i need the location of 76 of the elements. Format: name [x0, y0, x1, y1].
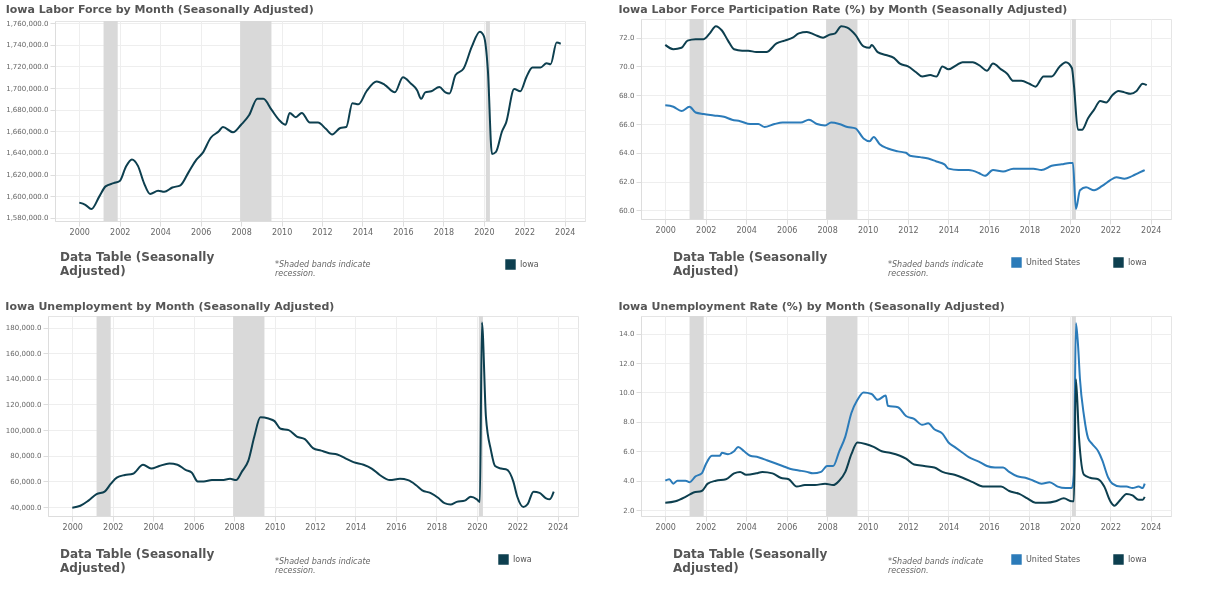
- x-tick-label: 2006: [776, 225, 798, 235]
- x-tick-label: 2000: [655, 522, 676, 532]
- x-tick-label: 2012: [312, 227, 333, 237]
- x-tick-label: 2024: [555, 227, 576, 237]
- x-tick-label: 2000: [69, 227, 90, 237]
- x-tick-label: 2022: [507, 522, 528, 532]
- line-series: [664, 378, 1146, 507]
- x-tick-label: 2024: [1141, 225, 1162, 235]
- x-tick-label: 2016: [393, 227, 414, 237]
- x-tick-label: 2016: [979, 225, 1000, 235]
- x-tick-label: 2022: [1100, 522, 1121, 532]
- x-tick-label: 2020: [1060, 225, 1081, 235]
- x-tick-label: 2022: [514, 227, 535, 237]
- x-tick-label: 2024: [548, 522, 569, 532]
- x-tick-label: 2020: [1060, 522, 1081, 532]
- x-tick-label: 2024: [1141, 522, 1162, 532]
- text: *Shaded bands indicate recession.: [888, 260, 985, 278]
- chart-title: Iowa Labor Force by Month (Seasonally Adjusted): [5, 3, 314, 17]
- x-tick-label: 2018: [1019, 225, 1041, 235]
- x-tick-label: 2008: [817, 522, 838, 532]
- x-tick-label: 2006: [190, 227, 212, 237]
- x-tick-label: 2002: [103, 522, 124, 532]
- x-tick-label: 2016: [979, 522, 1000, 532]
- x-tick-label: 2004: [736, 522, 757, 532]
- legend-label: Iowa: [520, 259, 539, 269]
- x-tick-label: 2000: [655, 225, 676, 235]
- x-tick-label: 2012: [305, 522, 326, 532]
- x-tick-label: 2014: [352, 227, 374, 237]
- x-tick-label: 2002: [696, 522, 717, 532]
- legend-label: United States: [1026, 554, 1081, 564]
- line-series: [664, 104, 1146, 210]
- legend-label: Iowa: [1128, 554, 1147, 564]
- line-series: [664, 25, 1148, 131]
- x-tick-label: 2014: [938, 225, 960, 235]
- x-tick-label: 2010: [857, 225, 879, 235]
- line-series: [664, 322, 1146, 490]
- x-tick-label: 2006: [183, 522, 205, 532]
- chart-title: Iowa Unemployment by Month (Seasonally Adjusted): [5, 300, 335, 313]
- x-tick-label: 2012: [898, 522, 919, 532]
- x-tick-label: 2014: [345, 522, 367, 532]
- x-tick-label: 2006: [776, 522, 798, 532]
- text: *Shaded bands indicate recession.: [275, 557, 372, 575]
- x-tick-label: 2018: [426, 522, 448, 532]
- x-tick-label: 2008: [231, 227, 252, 237]
- line-series: [78, 30, 562, 211]
- x-tick-label: 2004: [736, 225, 757, 235]
- x-tick-label: 2014: [938, 522, 960, 532]
- legend-label: United States: [1026, 257, 1081, 267]
- x-tick-label: 2010: [264, 522, 286, 532]
- x-tick-label: 2002: [696, 225, 717, 235]
- text: Data Table (Seasonally Adjusted): [673, 250, 829, 278]
- x-tick-label: 2020: [467, 522, 488, 532]
- legend-label: Iowa: [1128, 257, 1147, 267]
- x-tick-label: 2016: [386, 522, 407, 532]
- x-tick-label: 2018: [1019, 522, 1041, 532]
- chart-title: Iowa Unemployment Rate (%) by Month (Seasonally Adjusted): [618, 300, 1005, 313]
- x-tick-label: 2012: [898, 225, 919, 235]
- text: Data Table (Seasonally Adjusted): [673, 547, 829, 575]
- x-tick-label: 2008: [817, 225, 838, 235]
- x-tick-label: 2020: [474, 227, 495, 237]
- x-tick-label: 2002: [110, 227, 131, 237]
- x-tick-label: 2004: [143, 522, 164, 532]
- x-tick-label: 2022: [1100, 225, 1121, 235]
- x-tick-label: 2018: [433, 227, 455, 237]
- x-tick-label: 2000: [62, 522, 83, 532]
- x-tick-label: 2004: [150, 227, 171, 237]
- x-tick-label: 2008: [224, 522, 245, 532]
- x-tick-label: 2010: [271, 227, 293, 237]
- chart-title: Iowa Labor Force Participation Rate (%) by Month (Seasonally Adjusted): [618, 3, 1068, 16]
- line-series: [71, 321, 555, 509]
- text: *Shaded bands indicate recession.: [888, 557, 985, 575]
- text: Data Table (Seasonally Adjusted): [60, 250, 216, 278]
- text: Data Table (Seasonally Adjusted): [60, 547, 216, 575]
- x-tick-label: 2010: [857, 522, 879, 532]
- legend-label: Iowa: [513, 554, 532, 564]
- text: *Shaded bands indicate recession.: [275, 260, 372, 278]
